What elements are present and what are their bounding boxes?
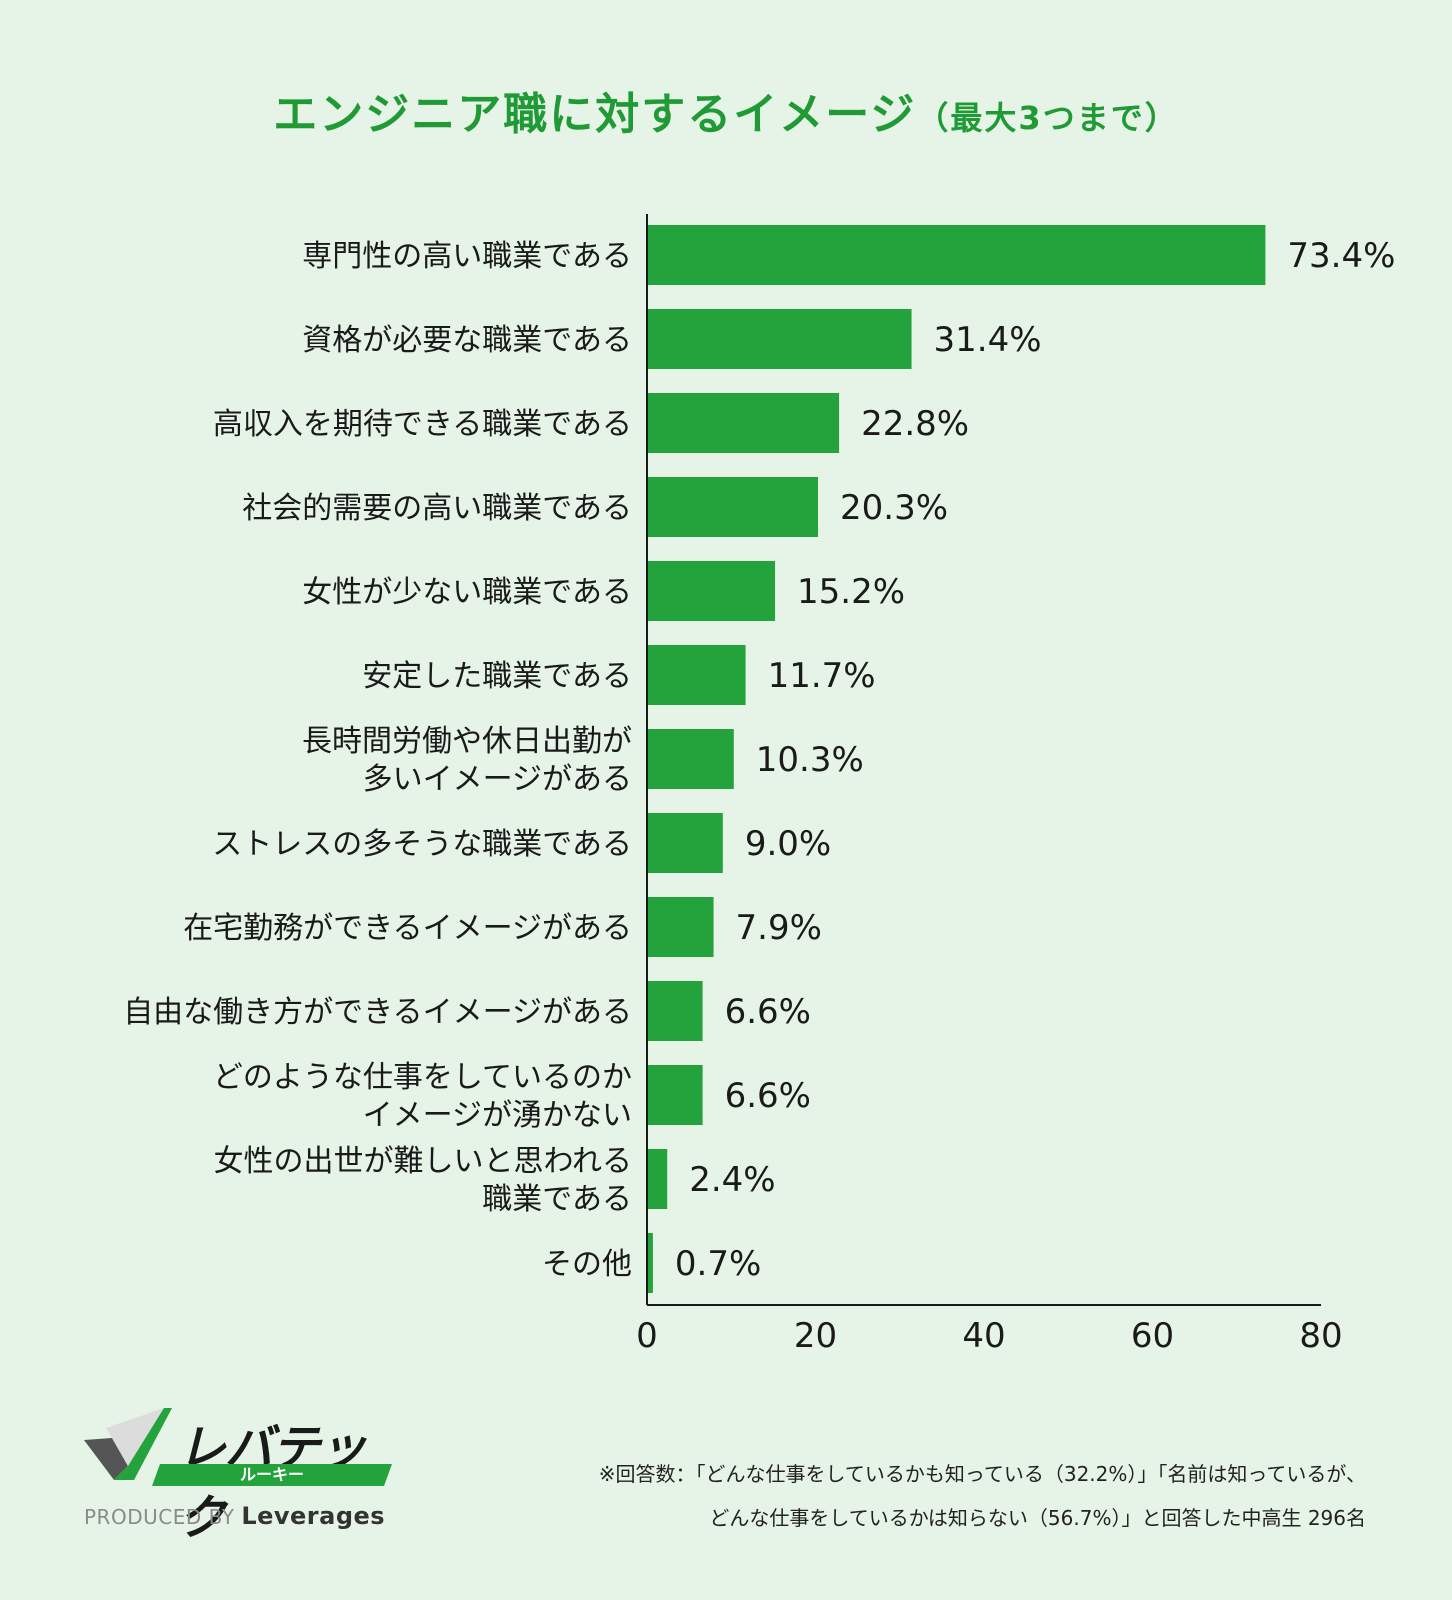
value-label-10: 6.6% bbox=[725, 992, 811, 1032]
value-label-5: 15.2% bbox=[797, 572, 905, 612]
produced-by: PRODUCED BY Leverages bbox=[84, 1502, 386, 1530]
category-label-6: 安定した職業である bbox=[362, 659, 632, 694]
bar-2 bbox=[647, 309, 912, 369]
x-tick-label-1: 20 bbox=[794, 1316, 837, 1356]
logo-tagline: ルーキー bbox=[151, 1464, 393, 1486]
x-tick-label-2: 40 bbox=[962, 1316, 1005, 1356]
category-label-10: 自由な働き方ができるイメージがある bbox=[123, 995, 632, 1030]
bar-chart: 専門性の高い職業である 73.4% 資格が必要な職業である 31.4% 高収入を期待でき… bbox=[123, 214, 1395, 1356]
category-label-5: 女性が少ない職業である bbox=[302, 575, 632, 610]
company-name: Leverages bbox=[241, 1502, 386, 1530]
value-label-11: 6.6% bbox=[725, 1076, 811, 1116]
category-label-8: ストレスの多そうな職業である bbox=[212, 827, 632, 862]
category-label-2: 資格が必要な職業である bbox=[302, 323, 632, 358]
value-label-6: 11.7% bbox=[768, 656, 876, 696]
category-label-4: 社会的需要の高い職業である bbox=[242, 491, 632, 526]
category-label-9: 在宅勤務ができるイメージがある bbox=[183, 911, 632, 946]
category-label-1: 専門性の高い職業である bbox=[302, 239, 632, 274]
category-label-11: どのような仕事をしているのかイメージが湧かない bbox=[213, 1060, 632, 1133]
bar-12 bbox=[647, 1149, 668, 1209]
value-label-8: 9.0% bbox=[745, 824, 831, 864]
category-label-7: 長時間労働や休日出勤が多いイメージがある bbox=[302, 724, 632, 797]
levtech-rookie-logo: レバテック ルーキー PRODUCED BY Leverages bbox=[82, 1408, 402, 1546]
value-label-13: 0.7% bbox=[675, 1244, 761, 1284]
value-label-4: 20.3% bbox=[840, 488, 948, 528]
bar-11 bbox=[647, 1065, 703, 1125]
value-label-3: 22.8% bbox=[861, 404, 969, 444]
footnote: ※回答数：「どんな仕事をしているかも知っている（32.2%）」「名前は知っている… bbox=[599, 1452, 1366, 1540]
bar-8 bbox=[647, 813, 723, 873]
category-label-13: その他 bbox=[542, 1247, 632, 1282]
bar-5 bbox=[647, 561, 776, 621]
chart-title: エンジニア職に対するイメージ（最大3つまで） bbox=[0, 78, 1452, 142]
footnote-line-1: ※回答数：「どんな仕事をしているかも知っている（32.2%）」「名前は知っている… bbox=[598, 1462, 1366, 1486]
category-label-12: 女性の出世が難しいと思われる職業である bbox=[214, 1144, 633, 1217]
value-label-9: 7.9% bbox=[736, 908, 822, 948]
category-label-3: 高収入を期待できる職業である bbox=[213, 407, 632, 442]
bar-4 bbox=[647, 477, 819, 537]
chart-title-sub: （最大3つまで） bbox=[916, 99, 1179, 137]
chart-title-main: エンジニア職に対するイメージ bbox=[273, 89, 917, 140]
bar-7 bbox=[647, 729, 734, 789]
bar-1 bbox=[647, 225, 1266, 285]
bar-3 bbox=[647, 393, 840, 453]
x-tick-label-4: 80 bbox=[1299, 1316, 1342, 1356]
value-label-2: 31.4% bbox=[934, 320, 1042, 360]
value-label-7: 10.3% bbox=[756, 740, 864, 780]
x-tick-label-0: 0 bbox=[636, 1316, 658, 1356]
bar-9 bbox=[647, 897, 714, 957]
bar-13 bbox=[647, 1233, 653, 1293]
x-tick-label-3: 60 bbox=[1131, 1316, 1174, 1356]
value-label-1: 73.4% bbox=[1287, 236, 1395, 276]
value-label-12: 2.4% bbox=[689, 1160, 775, 1200]
footnote-line-2: どんな仕事をしているかは知らない（56.7%）」と回答した中高生 296名 bbox=[709, 1506, 1366, 1530]
checkmark-logo-icon bbox=[84, 1408, 172, 1480]
bar-10 bbox=[647, 981, 703, 1041]
bar-6 bbox=[647, 645, 746, 705]
